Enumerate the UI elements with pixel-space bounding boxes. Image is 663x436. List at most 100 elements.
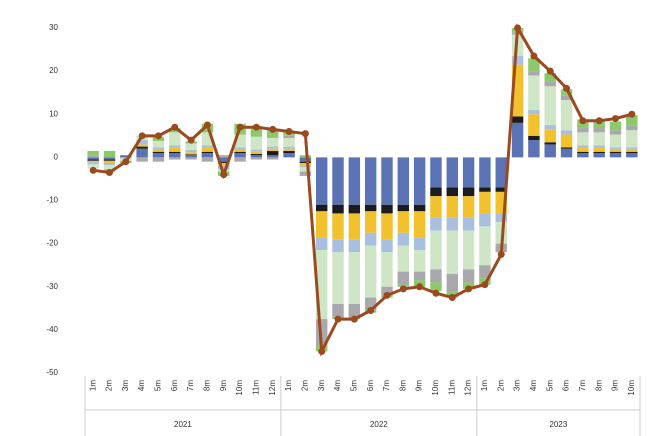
line-marker	[236, 123, 244, 131]
bar-segment	[185, 157, 197, 160]
bar-segment	[446, 196, 458, 218]
bar-segment	[430, 282, 442, 292]
bar-segment	[479, 157, 491, 188]
bar-segment	[87, 162, 99, 165]
x-tick-label: 1m	[480, 380, 489, 391]
bar-segment	[218, 161, 230, 163]
bar-segment	[87, 150, 99, 156]
bar-segment	[234, 147, 246, 150]
bar-segment	[267, 129, 279, 138]
line-marker	[612, 115, 620, 123]
line-marker	[530, 52, 538, 60]
bar-segment	[609, 149, 622, 152]
bar-segment	[332, 239, 344, 253]
line-marker	[203, 121, 211, 129]
bar-segment	[169, 147, 181, 152]
bar-segment	[283, 135, 295, 138]
bar-segment	[218, 155, 230, 158]
bar-segment	[364, 157, 377, 205]
bar-segment	[201, 145, 214, 148]
bar-segment	[609, 130, 622, 135]
bar-segment	[169, 153, 181, 158]
group-label: 2023	[549, 420, 567, 429]
bar-segment	[283, 153, 295, 158]
bar-segment	[348, 239, 361, 253]
bar-segment	[332, 213, 344, 240]
x-tick-label: 12m	[464, 380, 473, 396]
bar-segment	[103, 157, 116, 160]
x-tick-label: 6m	[562, 380, 571, 391]
line-marker	[154, 132, 162, 140]
x-tick-label: 7m	[186, 380, 195, 391]
line-marker	[89, 166, 97, 174]
bar-segment	[593, 153, 605, 158]
bar-segment	[560, 134, 573, 148]
line-marker	[514, 24, 522, 32]
line-marker	[334, 315, 342, 323]
bar-segment	[446, 273, 458, 292]
bar-segment	[577, 153, 589, 158]
bar-segment	[299, 162, 312, 166]
x-tick-label: 3m	[513, 380, 522, 391]
bar-segment	[364, 232, 377, 246]
x-tick-label: 8m	[398, 380, 407, 391]
y-tick-label: -20	[46, 239, 58, 248]
bar-segment	[103, 159, 116, 161]
bar-segment	[381, 157, 393, 205]
bar-segment	[299, 157, 312, 162]
bar-segment	[299, 161, 312, 163]
bar-segment	[446, 230, 458, 274]
bar-segment	[348, 304, 361, 317]
bar-segment	[185, 143, 197, 151]
bar-segment	[87, 155, 99, 158]
bar-segment	[234, 153, 246, 158]
bar-segment	[462, 269, 475, 283]
bar-segment	[626, 125, 638, 131]
bar-segment	[544, 142, 556, 145]
bar-segment	[250, 125, 263, 137]
x-tick-label: 1m	[88, 380, 97, 391]
bar-segment	[152, 153, 165, 158]
bar-segment	[495, 222, 507, 244]
bar-segment	[169, 151, 181, 154]
line-marker	[171, 123, 179, 131]
bar-segment	[185, 154, 197, 156]
bar-segment	[462, 217, 475, 231]
bar-segment	[152, 151, 165, 154]
x-tick-label: 5m	[349, 380, 358, 391]
bar-segment	[626, 130, 638, 148]
bar-segment	[446, 217, 458, 231]
bar-segment	[201, 132, 214, 146]
bar-segment	[397, 271, 410, 285]
x-tick-label: 5m	[154, 380, 163, 391]
bar-segment	[544, 129, 556, 143]
bar-segment	[267, 148, 279, 151]
x-tick-label: 10m	[431, 380, 440, 396]
bar-segment	[152, 149, 165, 152]
x-tick-label: 8m	[594, 380, 603, 391]
bar-segment	[560, 147, 573, 149]
bar-segment	[577, 147, 589, 152]
bar-segment	[315, 157, 328, 205]
y-tick-label: -50	[46, 368, 58, 377]
bar-segment	[413, 204, 426, 212]
bar-segment	[397, 157, 410, 205]
bar-segment	[332, 304, 344, 317]
group-label: 2022	[370, 420, 388, 429]
bar-segment	[381, 239, 393, 253]
bar-segment	[87, 159, 99, 161]
bar-segment	[609, 151, 622, 154]
bar-segment	[397, 204, 410, 212]
x-tick-label: 2m	[496, 380, 505, 391]
bar-segment	[626, 147, 638, 150]
x-tick-label: 9m	[219, 380, 228, 391]
bar-segment	[169, 157, 181, 160]
bar-segment	[299, 171, 312, 176]
bar-segment	[267, 146, 279, 149]
bar-segment	[169, 145, 181, 148]
bar-segment	[593, 145, 605, 148]
bar-segment	[560, 130, 573, 135]
bar-segment	[120, 155, 132, 158]
line-marker	[481, 281, 489, 289]
